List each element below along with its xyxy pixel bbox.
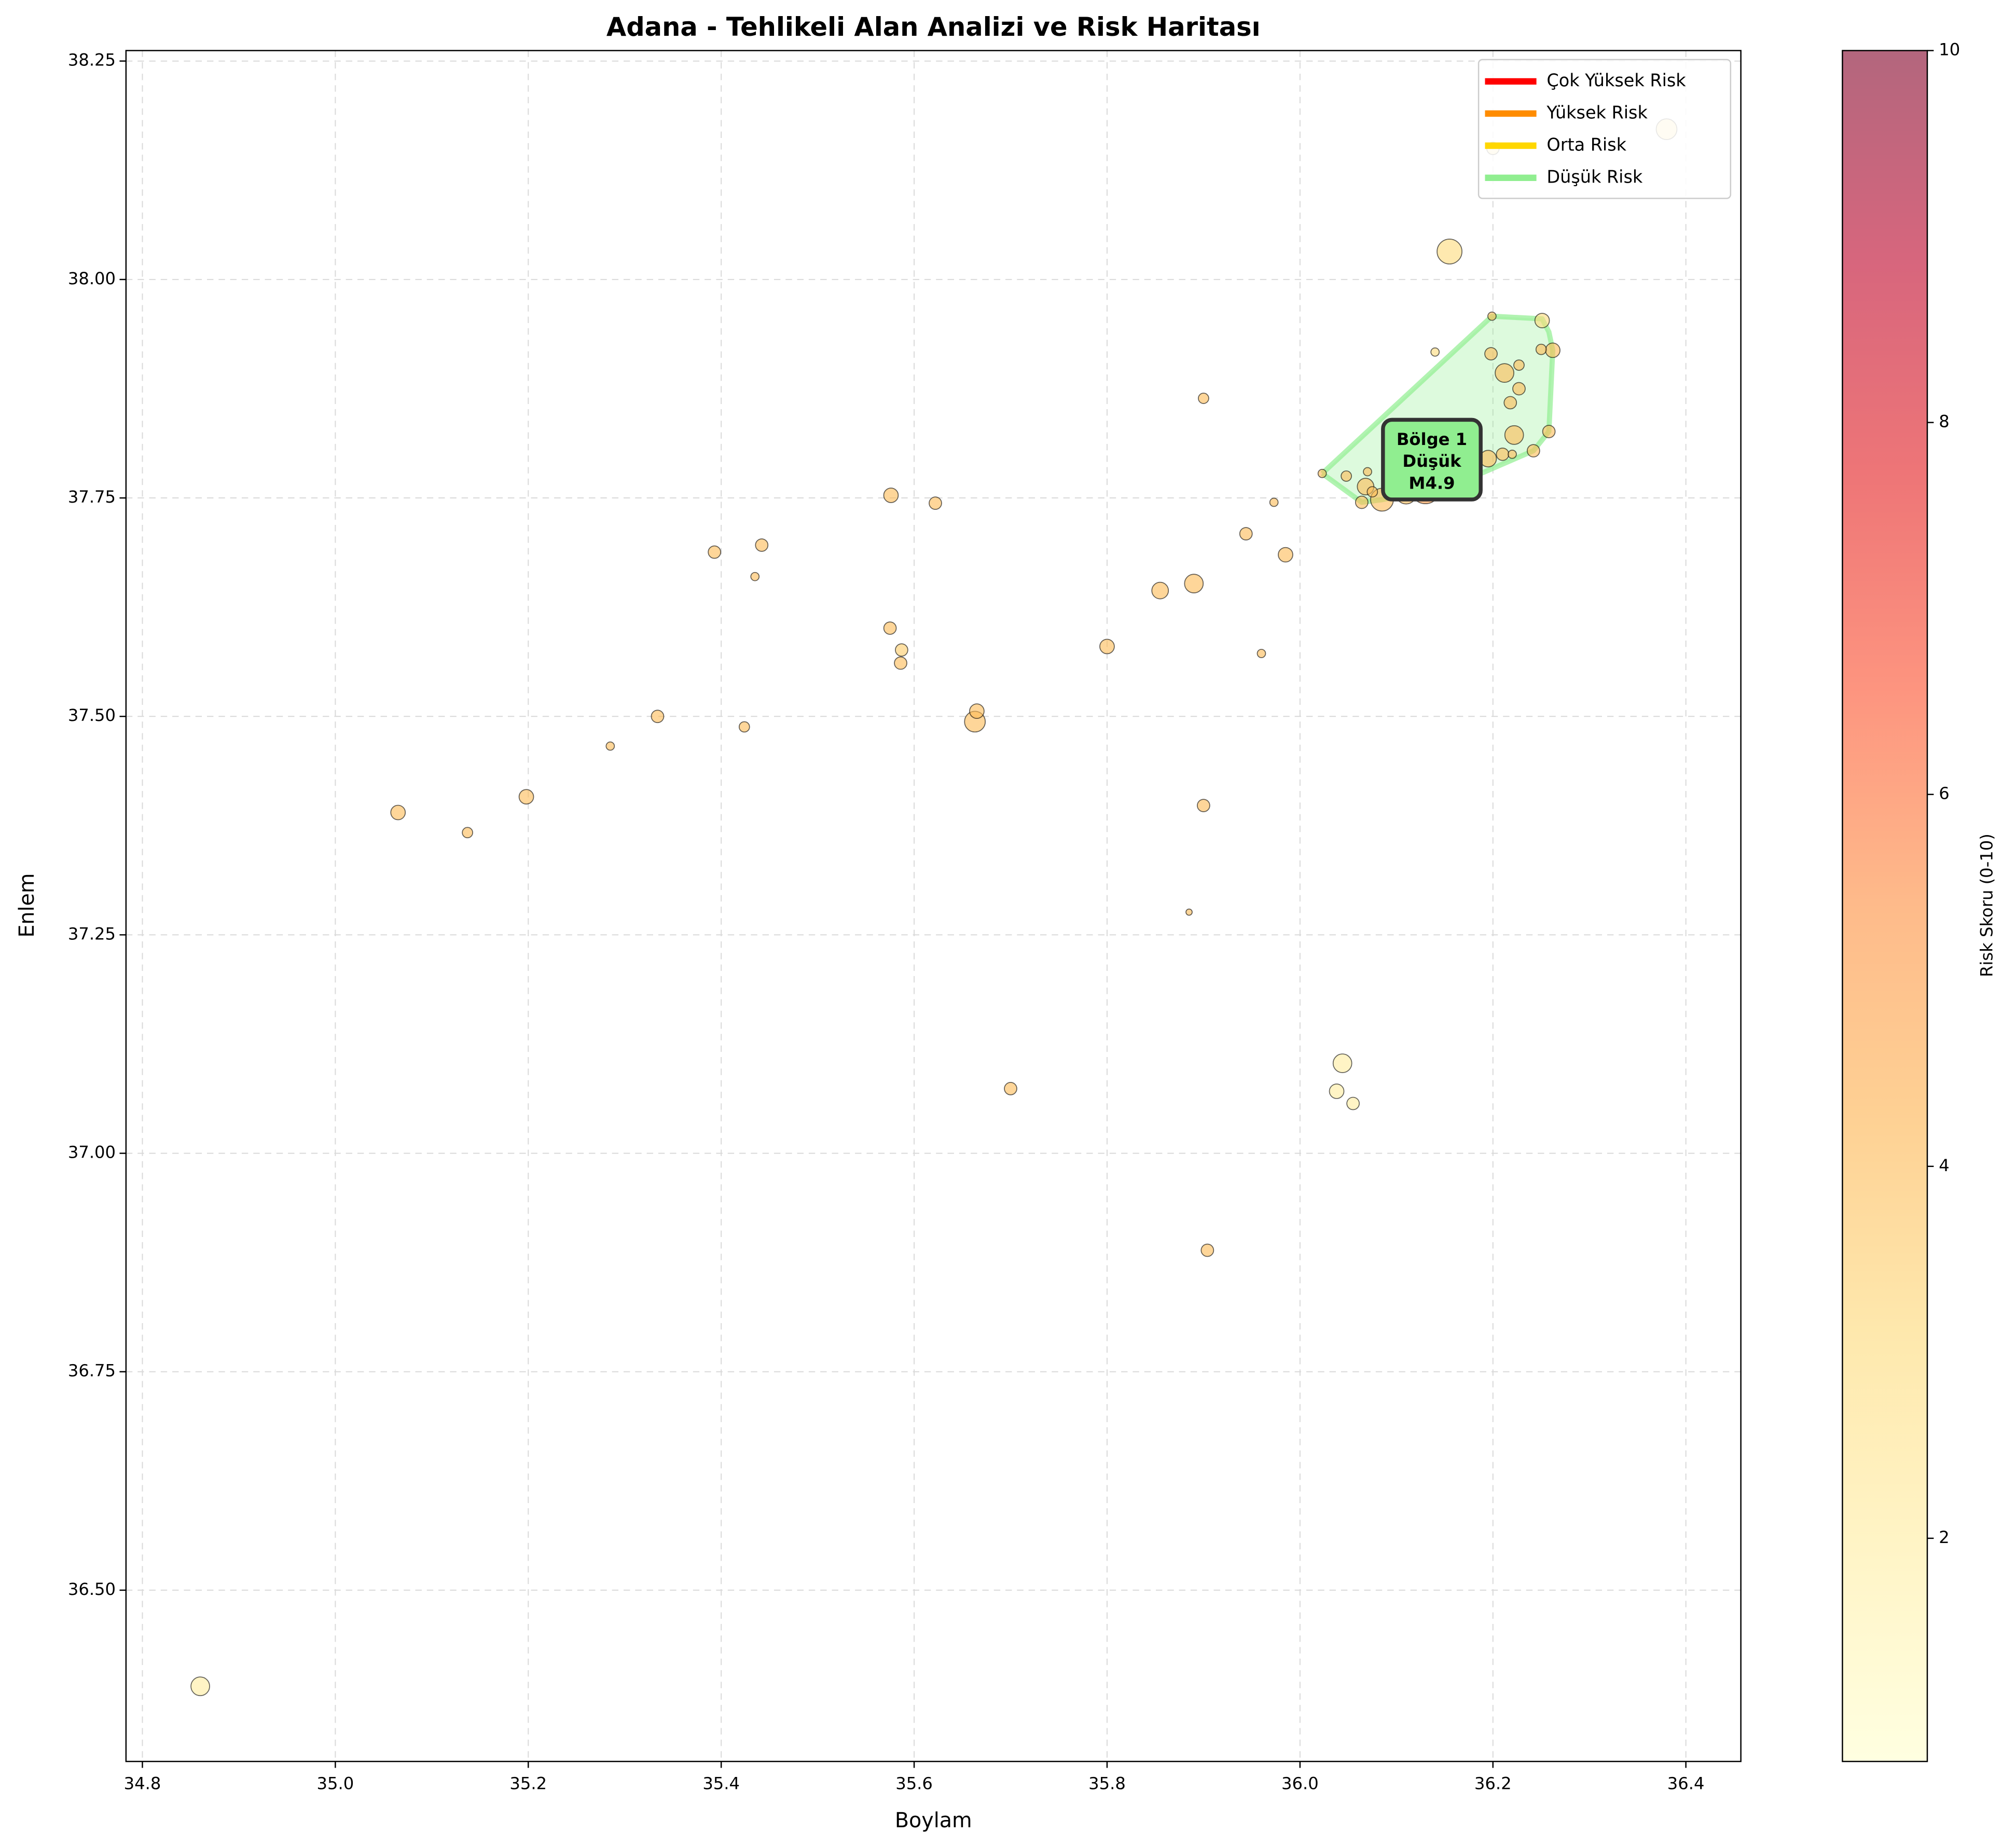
x-tick-label: 36.0 <box>1281 1774 1319 1794</box>
region-label: Bölge 1 <box>1397 429 1467 449</box>
scatter-point <box>1185 908 1193 916</box>
scatter-point <box>1346 1096 1360 1110</box>
scatter-point <box>883 621 897 635</box>
scatter-point <box>1317 469 1327 478</box>
y-tick-label: 37.50 <box>68 705 116 725</box>
scatter-point <box>1437 239 1462 265</box>
chart-title: Adana - Tehlikeli Alan Analizi ve Risk H… <box>606 12 1261 42</box>
colorbar-tick-label: 8 <box>1939 412 1950 432</box>
scatter-point <box>1484 347 1498 360</box>
scatter-point <box>1495 363 1514 383</box>
scatter-point <box>1363 467 1372 477</box>
legend-label: Çok Yüksek Risk <box>1546 70 1686 90</box>
y-tick-label: 37.00 <box>68 1143 116 1162</box>
scatter-point <box>390 804 406 821</box>
scatter-point <box>651 710 665 724</box>
scatter-point <box>929 496 942 510</box>
scatter-point <box>1366 486 1378 498</box>
scatter-point <box>1197 799 1210 812</box>
scatter-point <box>518 789 534 805</box>
scatter-point <box>1278 547 1293 563</box>
x-tick-label: 35.2 <box>509 1774 547 1794</box>
legend-box <box>1478 59 1732 199</box>
x-tick-label: 35.8 <box>1088 1774 1126 1794</box>
scatter-point <box>1355 495 1369 509</box>
scatter-point <box>969 703 985 719</box>
y-axis-label: Enlem <box>15 873 39 937</box>
scatter-point <box>1512 382 1526 396</box>
scatter-point <box>1545 342 1561 358</box>
legend-label: Düşük Risk <box>1546 166 1642 187</box>
scatter-point <box>1341 470 1352 482</box>
y-tick-label: 38.00 <box>68 269 116 288</box>
region-label-box <box>1381 418 1483 502</box>
scatter-point <box>1542 425 1556 438</box>
scatter-point <box>1151 581 1169 600</box>
x-tick-label: 35.4 <box>702 1774 740 1794</box>
legend-label: Orta Risk <box>1546 134 1626 155</box>
scatter-point <box>1504 425 1524 445</box>
y-tick-label: 37.25 <box>68 924 116 943</box>
scatter-point <box>462 827 473 839</box>
scatter-point <box>1198 393 1209 404</box>
colorbar <box>1842 50 1928 1762</box>
scatter-point <box>1269 497 1279 507</box>
scatter-point <box>1004 1082 1017 1095</box>
scatter-point <box>755 538 769 552</box>
scatter-point <box>1239 527 1253 540</box>
scatter-point <box>1513 359 1525 371</box>
x-tick-label: 35.0 <box>317 1774 354 1794</box>
scatter-point <box>895 643 908 657</box>
scatter-point <box>605 741 615 751</box>
scatter-point <box>1535 343 1547 355</box>
region-label: M4.9 <box>1409 473 1455 493</box>
scatter-point <box>1496 447 1510 461</box>
scatter-point <box>1487 311 1497 321</box>
scatter-point <box>1184 574 1204 593</box>
legend-label: Yüksek Risk <box>1546 102 1648 122</box>
colorbar-tick-label: 6 <box>1939 784 1950 803</box>
scatter-point <box>190 1676 210 1697</box>
scatter-point <box>738 721 750 733</box>
scatter-point <box>883 488 899 503</box>
x-tick-label: 35.6 <box>895 1774 933 1794</box>
region-label: Düşük <box>1402 451 1462 471</box>
y-tick-label: 38.25 <box>68 50 116 70</box>
y-tick-label: 37.75 <box>68 487 116 507</box>
x-tick-label: 34.8 <box>124 1774 161 1794</box>
scatter-point <box>1332 1053 1352 1073</box>
scatter-point <box>1200 1243 1214 1257</box>
colorbar-label: Risk Skoru (0-10) <box>1977 833 1996 977</box>
plot-frame <box>125 50 1742 1762</box>
colorbar-tick-label: 4 <box>1939 1156 1950 1175</box>
x-tick-label: 36.2 <box>1474 1774 1512 1794</box>
scatter-point <box>1099 638 1115 655</box>
scatter-point <box>894 656 907 670</box>
scatter-point <box>1256 649 1266 658</box>
scatter-point <box>708 545 722 559</box>
colorbar-tick-label: 2 <box>1939 1527 1950 1547</box>
y-tick-label: 36.75 <box>68 1361 116 1381</box>
scatter-point <box>1508 449 1517 459</box>
scatter-point <box>1503 396 1517 410</box>
scatter-point <box>1534 313 1550 328</box>
scatter-point <box>1526 444 1540 457</box>
y-tick-label: 36.50 <box>68 1579 116 1599</box>
x-tick-label: 36.4 <box>1667 1774 1705 1794</box>
x-axis-label: Boylam <box>895 1809 972 1832</box>
scatter-point <box>750 572 760 581</box>
scatter-point <box>1329 1083 1345 1099</box>
scatter-point <box>1430 347 1440 357</box>
colorbar-tick-label: 10 <box>1939 39 1960 59</box>
